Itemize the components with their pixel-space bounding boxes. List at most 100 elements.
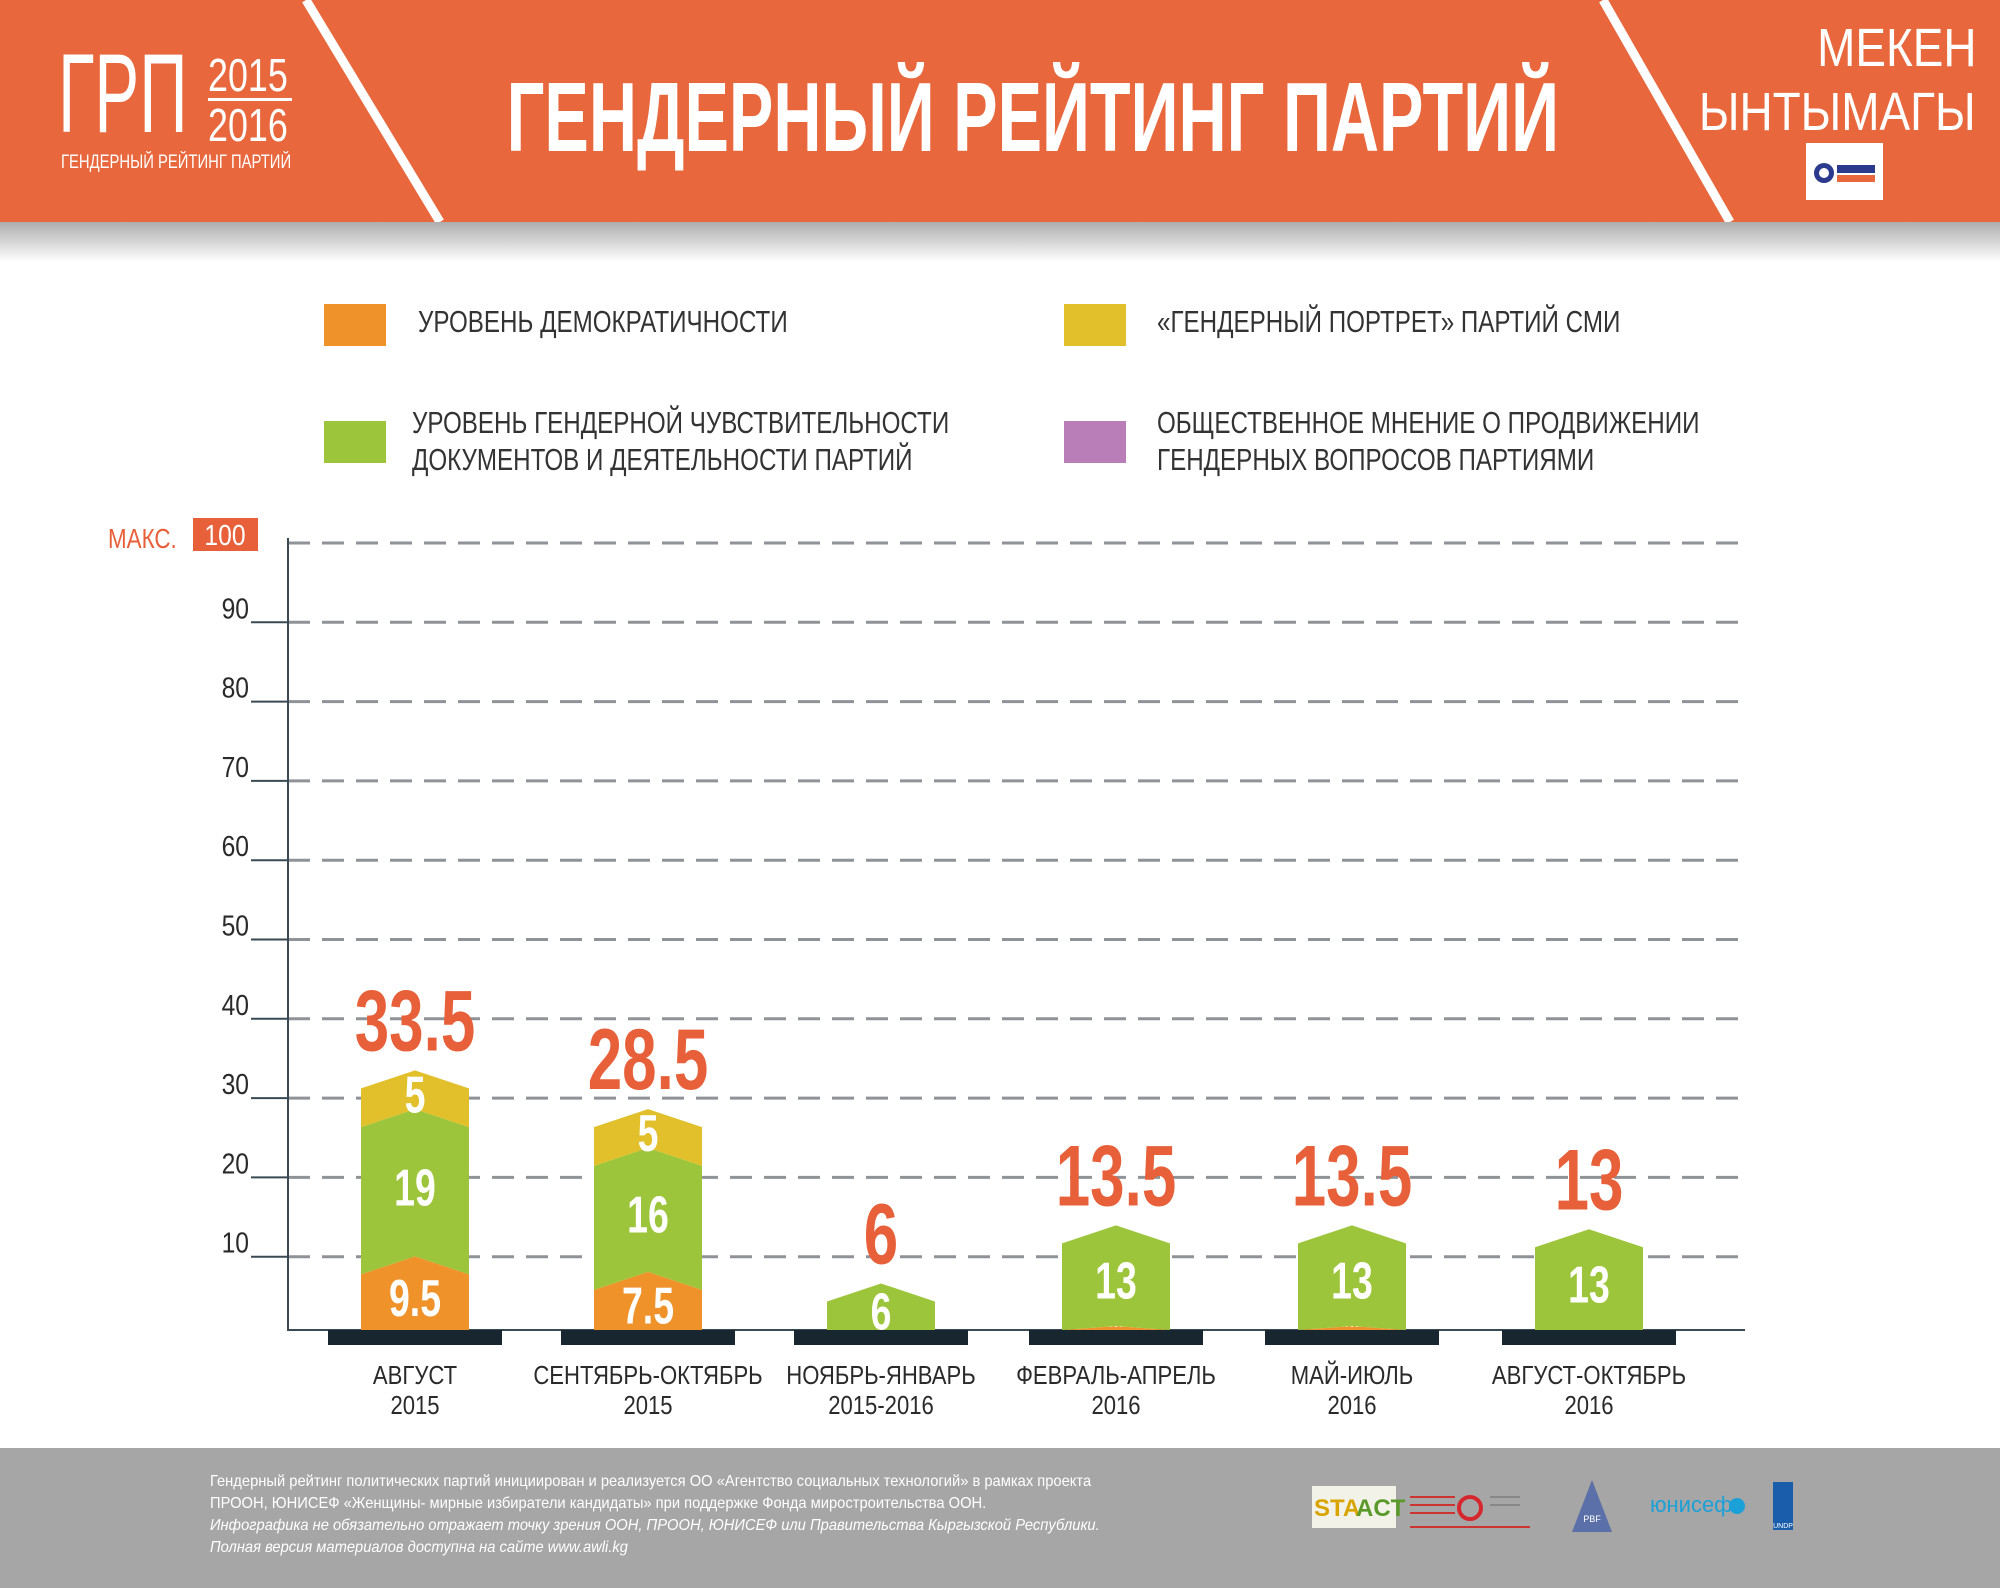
logo-year-2-text: 2016 [208,99,288,151]
bar-segment [1298,1326,1406,1330]
logo-year-2: 2016 [208,102,310,148]
y-tick-label: 70 [222,751,249,783]
logo-subtitle: ГЕНДЕРНЫЙ РЕЙТИНГ ПАРТИЙ [61,152,356,174]
bar-segment [1535,1229,1643,1330]
max-value-label: 100 [204,519,245,551]
footer-text: Инфографика не обязательно отражает точк… [210,1517,1100,1534]
bar-base [1265,1330,1439,1345]
bar-value-label: 9.5 [389,1269,441,1328]
legend-text: ГЕНДЕРНЫХ ВОПРОСОВ ПАРТИЯМИ [1157,442,1595,477]
partner-logo [1806,143,1883,200]
logo-year-divider [208,98,292,101]
logo-subtitle-text: ГЕНДЕРНЫЙ РЕЙТИНГ ПАРТИЙ [61,152,292,173]
footer-website: Полная версия материалов доступна на сай… [210,1538,664,1557]
x-category-label: 2015-2016 [828,1391,934,1420]
logo-abbr-text: ГРП [58,31,188,156]
bar-value-label: 5 [405,1065,426,1124]
max-label: МАКС. [108,524,177,555]
legend-text: ОБЩЕСТВЕННОЕ МНЕНИЕ О ПРОДВИЖЕНИИ [1157,405,1700,440]
legend-label-gender-sensitivity: УРОВЕНЬ ГЕНДЕРНОЙ ЧУВСТВИТЕЛЬНОСТИ ДОКУМЕ… [412,404,1101,478]
x-category-label: 2015 [623,1391,672,1420]
y-tick-label: 60 [222,830,249,862]
bar-segment [361,1256,469,1330]
logo-abbr: ГРП [58,31,200,156]
legend-text: «ГЕНДЕРНЫЙ ПОРТРЕТ» ПАРТИЙ СМИ [1157,304,1621,339]
bar-value-label: 5 [638,1104,659,1163]
footer-disclaimer: Инфографика не обязательно отражает точк… [210,1516,1177,1535]
partner-name-line-2: ЫНТЫМАГЫ [1650,84,1976,140]
partner-name-line-1: МЕКЕН [1789,20,1976,76]
y-tick-label: 50 [222,910,249,942]
footer-line-1: Гендерный рейтинг политических партий ин… [210,1472,1168,1491]
legend-swatch-media-portrait [1064,304,1126,346]
footer-text: Гендерный рейтинг политических партий ин… [210,1473,1092,1490]
sta-act-logo: STA ACT [1312,1486,1406,1528]
x-category-label: 2016 [1327,1391,1376,1420]
pbf-logo: PBF [1572,1480,1612,1532]
logo-year-1-text: 2015 [208,49,288,101]
bar-total-label: 13.5 [1292,1127,1413,1223]
legend-text: ДОКУМЕНТОВ И ДЕЯТЕЛЬНОСТИ ПАРТИЙ [412,442,913,477]
partner-name-2-text: ЫНТЫМАГЫ [1699,82,1976,142]
x-category-label: НОЯБРЬ-ЯНВАРЬ [786,1361,975,1390]
divider-left [302,0,444,222]
bar-segment [1062,1225,1170,1330]
legend-swatch-democracy [324,304,386,346]
bar-base [1029,1330,1203,1345]
legend-text: УРОВЕНЬ ГЕНДЕРНОЙ ЧУВСТВИТЕЛЬНОСТИ [412,405,950,440]
unicef-logo: юнисеф [1650,1492,1745,1517]
bar-total-label: 28.5 [588,1011,709,1107]
bar-value-label: 6 [871,1282,892,1341]
bar-segment [361,1109,469,1275]
bar-value-label: 7.5 [622,1277,674,1336]
bar-base [328,1330,502,1345]
legend-label-public-opinion: ОБЩЕСТВЕННОЕ МНЕНИЕ О ПРОДВИЖЕНИИ ГЕНДЕРН… [1157,404,1853,478]
x-category-label: МАЙ-ИЮЛЬ [1291,1360,1414,1390]
x-category-label: ФЕВРАЛЬ-АПРЕЛЬ [1016,1361,1216,1390]
bar-base [794,1330,968,1345]
footer [0,1448,2000,1588]
bar-segment [1062,1326,1170,1330]
stacked-bar-chart: 102030405060708090100МАКС.9.519533.5АВГУ… [108,518,1745,1420]
x-category-label: 2016 [1091,1391,1140,1420]
act-text: ACT [1356,1495,1406,1522]
x-category-label: СЕНТЯБРЬ-ОКТЯБРЬ [533,1361,762,1390]
bar-segment [1298,1225,1406,1330]
y-tick-label: 90 [222,592,249,624]
bar-value-label: 13 [1095,1251,1137,1310]
bar-base [1502,1330,1676,1345]
y-tick-label: 20 [222,1148,249,1180]
bar-base [561,1330,735,1345]
bar-value-label: 13 [1568,1255,1610,1314]
legend-text: УРОВЕНЬ ДЕМОКРАТИЧНОСТИ [418,304,788,339]
page-title: ГЕНДЕРНЫЙ РЕЙТИНГ ПАРТИЙ [0,62,2000,172]
undp-text: UNDP [1773,1523,1793,1530]
footer-text: Полная версия материалов доступна на сай… [210,1539,628,1556]
partner-emblem-icon [1814,163,1875,183]
bar-value-label: 16 [627,1186,669,1245]
bar-total-label: 13 [1555,1131,1624,1227]
y-tick-label: 80 [222,672,249,704]
bar-value-label: 19 [394,1158,436,1217]
bar-total-label: 6 [864,1185,898,1281]
y-tick-label: 30 [222,1068,249,1100]
x-category-label: АВГУСТ-ОКТЯБРЬ [1492,1361,1686,1390]
x-category-label: АВГУСТ [373,1361,457,1390]
legend-label-democracy: УРОВЕНЬ ДЕМОКРАТИЧНОСТИ [418,303,892,340]
undp-logo: UNDP [1773,1482,1793,1530]
divider-right [1599,0,1734,222]
partner-logos: STA ACT PBF юнисеф UNDP [1312,1480,1793,1532]
legend-swatch-gender-sensitivity [324,421,386,463]
bar-segment [361,1070,469,1128]
bar-segment [594,1109,702,1166]
footer-text: ПРООН, ЮНИСЕФ «Женщины- мирные избирател… [210,1495,987,1512]
partner-name-1-text: МЕКЕН [1816,18,1976,78]
logo-year-1: 2015 [208,52,310,98]
unicef-text: юнисеф [1650,1492,1732,1517]
bar-segment [827,1283,935,1330]
header-shadow [0,222,2000,262]
